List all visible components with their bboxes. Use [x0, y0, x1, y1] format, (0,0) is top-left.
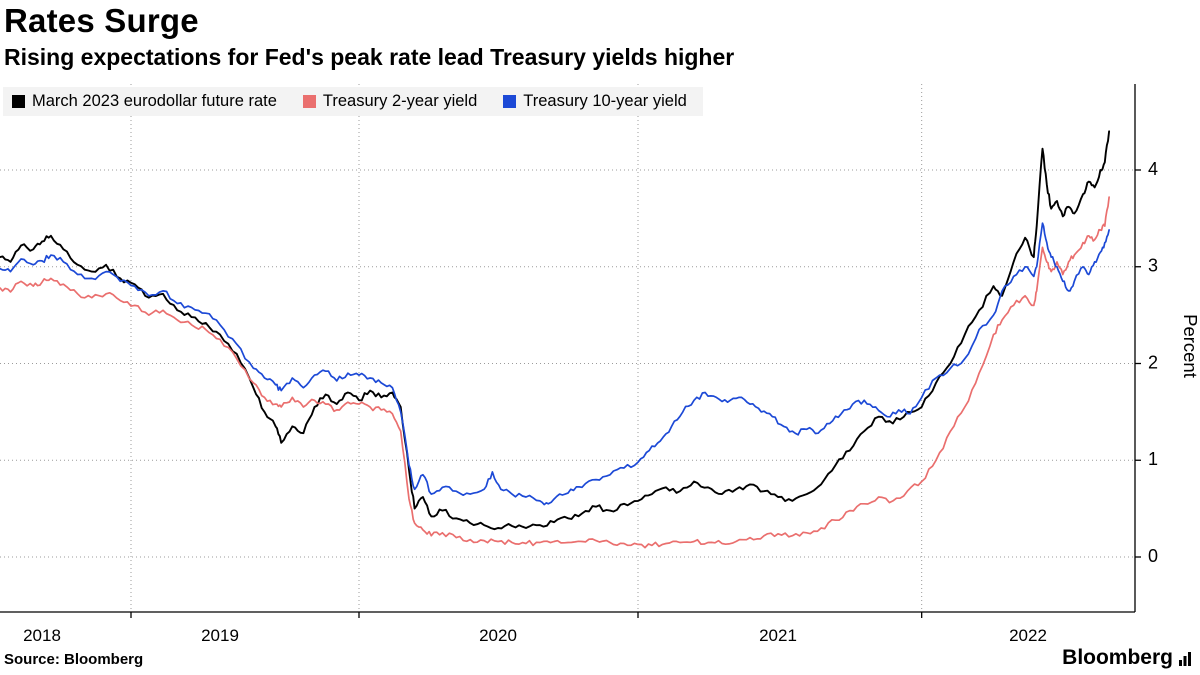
legend-item-eurodollar: March 2023 eurodollar future rate [12, 92, 277, 111]
x-tick-label: 2020 [479, 626, 517, 645]
y-tick-label: 4 [1148, 159, 1158, 179]
x-tick-label: 2021 [759, 626, 797, 645]
y-tick-label: 3 [1148, 256, 1158, 276]
treasury-10y-label: Treasury 10-year yield [523, 92, 687, 110]
bloomberg-chart-bars-icon [1179, 651, 1191, 666]
bloomberg-wordmark: Bloomberg [1062, 646, 1173, 669]
legend-item-10y: Treasury 10-year yield [503, 92, 687, 111]
legend-item-2y: Treasury 2-year yield [302, 92, 478, 111]
treasury-2y-swatch [302, 95, 316, 108]
page-title: Rates Surge [4, 2, 199, 39]
x-tick-label: 2019 [201, 626, 239, 645]
series-line-treasury-10y [0, 222, 1110, 506]
x-tick-label: 2018 [23, 626, 61, 645]
y-tick-label: 0 [1148, 546, 1158, 566]
treasury-2y-label: Treasury 2-year yield [322, 92, 478, 110]
eurodollar-series-swatch [12, 95, 25, 108]
eurodollar-series-label: March 2023 eurodollar future rate [32, 92, 277, 110]
y-axis-title: Percent [1180, 314, 1200, 378]
page-subtitle: Rising expectations for Fed's peak rate … [4, 44, 735, 70]
treasury-10y-swatch [503, 95, 517, 108]
legend: March 2023 eurodollar future rate Treasu… [3, 87, 703, 116]
y-tick-label: 2 [1148, 352, 1158, 372]
y-tick-label: 1 [1148, 449, 1158, 469]
bloomberg-logo: Bloomberg [1062, 646, 1192, 670]
series-line-treasury-2y [0, 196, 1110, 549]
series-line-eurodollar [0, 130, 1111, 531]
x-tick-label: 2022 [1009, 626, 1047, 645]
source-attribution: Source: Bloomberg [4, 651, 144, 668]
